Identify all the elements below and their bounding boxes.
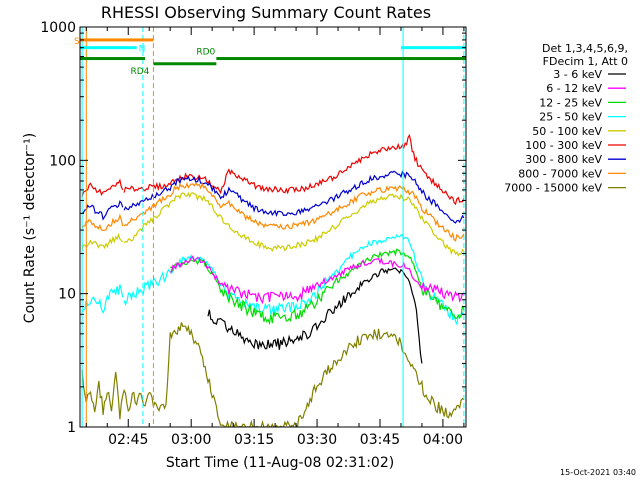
x-tick-label: 03:45 (360, 432, 400, 448)
x-tick-label: 02:45 (108, 432, 148, 448)
legend-entry-label: 12 - 25 keV (539, 96, 602, 109)
x-tick-label: 03:15 (234, 432, 274, 448)
flag-bar (80, 38, 154, 42)
flag-bar (153, 62, 217, 66)
series-line-50-100-kev (81, 191, 465, 257)
flag-bar (216, 57, 466, 61)
y-tick-label: 10 (58, 287, 76, 303)
flag-bar (80, 46, 137, 50)
x-tick-label: 04:00 (423, 432, 463, 448)
series-line-12-25-kev (170, 248, 465, 326)
chart-title: RHESSI Observing Summary Count Rates (101, 3, 431, 22)
legend-header-line: Det 1,3,4,5,6,9, (542, 42, 628, 55)
footer-timestamp: 15-Oct-2021 03:40 (560, 468, 636, 477)
series-line-25-50-kev (81, 233, 465, 326)
series-line-300-800-kev (81, 170, 465, 224)
flag-label: S (74, 37, 80, 47)
flag-label: RD0 (196, 48, 215, 58)
y-tick-label: 1000 (40, 20, 76, 36)
y-tick-label: 1 (67, 420, 76, 436)
legend-entry-label: 3 - 6 keV (553, 68, 602, 81)
legend-entry-label: 7000 - 15000 keV (504, 182, 602, 195)
legend-entry-label: 300 - 800 keV (525, 153, 602, 166)
series-line-3-6-kev (207, 267, 423, 364)
flag-label: N (139, 45, 146, 55)
x-axis-label: Start Time (11-Aug-08 02:31:02) (166, 455, 394, 471)
y-axis-label: Count Rate (s⁻¹ detector⁻¹) (22, 133, 38, 323)
x-tick-label: 03:00 (171, 432, 211, 448)
legend-entry-label: 800 - 7000 keV (518, 167, 602, 180)
flag-bar (400, 46, 466, 50)
plot-frame (79, 26, 467, 428)
x-tick-label: 03:30 (297, 432, 337, 448)
legend-header-line: FDecim 1, Att 0 (543, 55, 628, 68)
series-line-7000-15000-kev (81, 322, 465, 427)
legend: Det 1,3,4,5,6,9,FDecim 1, Att 03 - 6 keV… (504, 42, 628, 195)
flag-label: RD4 (131, 67, 150, 77)
flag-bar (80, 57, 146, 61)
legend-entry-label: 6 - 12 keV (546, 82, 602, 95)
series-line-6-12-kev (169, 255, 464, 305)
legend-entry-label: 100 - 300 keV (525, 139, 602, 152)
legend-entry-label: 25 - 50 keV (539, 111, 602, 124)
series-line-800-7000-kev (81, 182, 465, 242)
legend-entry-label: 50 - 100 keV (532, 125, 602, 138)
y-tick-label: 100 (49, 153, 76, 169)
